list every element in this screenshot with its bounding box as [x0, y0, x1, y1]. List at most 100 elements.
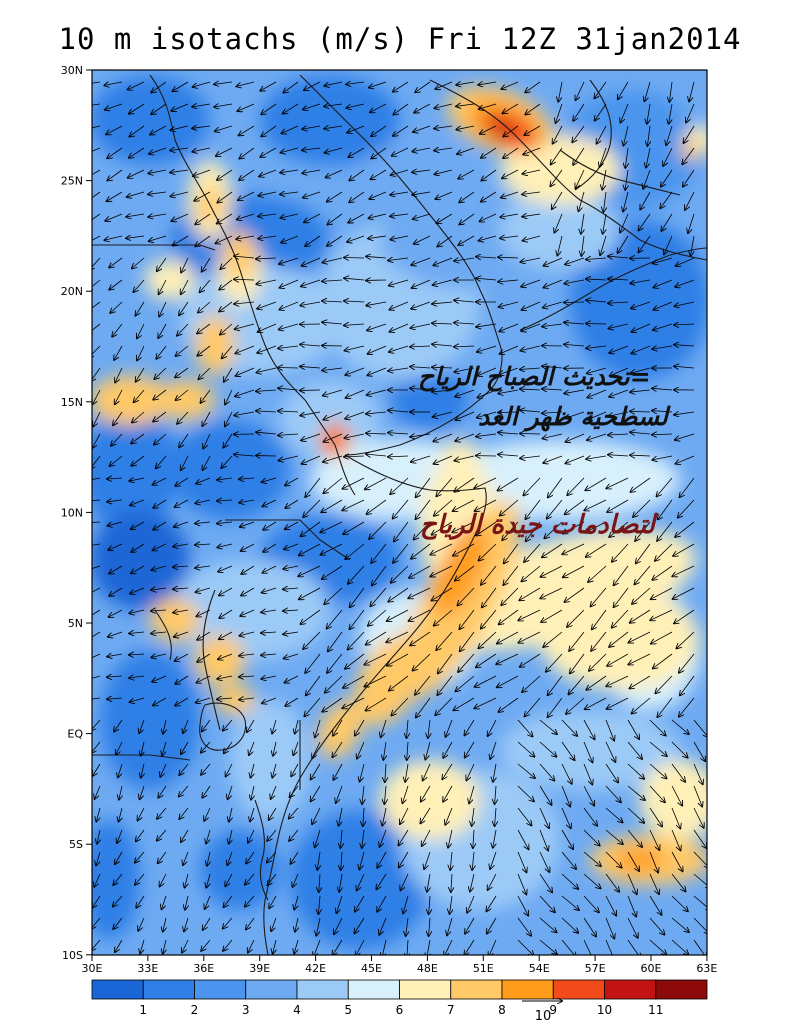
wind-arrow [452, 521, 475, 532]
wind-arrow [347, 235, 365, 242]
wind-arrow [435, 103, 453, 108]
wind-arrow [498, 389, 519, 394]
wind-arrow [410, 346, 431, 347]
wind-arrow [400, 873, 409, 890]
wind-arrow [673, 587, 695, 599]
wind-arrow [436, 477, 453, 496]
wind-arrow [683, 169, 695, 187]
wind-arrow [179, 807, 189, 819]
wind-arrow [261, 125, 277, 136]
wind-arrow [671, 807, 680, 828]
wind-arrow [219, 301, 233, 312]
wind-arrow [344, 324, 365, 325]
wind-arrow [628, 653, 651, 664]
wind-arrow [263, 543, 277, 552]
wind-arrow [466, 763, 475, 780]
colorbar-label: 10 [597, 1003, 612, 1017]
wind-arrow [262, 587, 277, 593]
wind-arrow [435, 81, 453, 89]
wind-arrow [693, 763, 703, 784]
wind-arrow [525, 499, 541, 519]
wind-arrow [473, 829, 474, 848]
wind-arrow [517, 917, 531, 936]
wind-arrow [257, 367, 277, 373]
wind-arrow [151, 103, 167, 114]
wind-arrow [495, 785, 496, 804]
wind-arrow [677, 631, 695, 648]
wind-arrow [220, 323, 233, 335]
wind-arrow [92, 653, 101, 660]
wind-arrow [393, 103, 409, 115]
wind-arrow [434, 455, 453, 464]
wind-arrow [369, 521, 387, 539]
wind-arrow [672, 565, 695, 576]
wind-arrow [221, 455, 233, 468]
wind-arrow [674, 301, 695, 306]
wind-arrow [369, 213, 387, 218]
wind-arrow [141, 741, 144, 756]
wind-arrow [689, 81, 695, 101]
wind-arrow [175, 653, 189, 661]
lon-tick-label: 48E [417, 962, 438, 975]
colorbar-label: 1 [139, 1003, 147, 1017]
wind-arrow [281, 147, 299, 153]
wind-arrow [544, 279, 563, 288]
reference-vector-label: 10 [535, 1009, 552, 1024]
wind-arrow [539, 785, 552, 805]
wind-arrow [661, 169, 673, 187]
wind-arrow [539, 719, 557, 734]
wind-arrow [260, 147, 277, 157]
wind-arrow [370, 103, 387, 112]
wind-arrow [444, 939, 453, 955]
wind-arrow [107, 191, 123, 201]
wind-arrow [355, 719, 365, 736]
wind-arrow [520, 433, 541, 434]
wind-arrow [177, 323, 189, 336]
wind-arrow [311, 763, 321, 779]
wind-arrow [458, 235, 475, 245]
wind-arrow [649, 807, 662, 826]
wind-arrow [183, 851, 189, 865]
wind-arrow [111, 433, 123, 446]
wind-arrow [585, 697, 607, 709]
lon-tick-label: 39E [249, 962, 270, 975]
wind-arrow [561, 785, 570, 806]
wind-arrow [219, 631, 233, 639]
wind-arrow [458, 169, 475, 179]
wind-arrow [412, 192, 431, 195]
wind-arrow [411, 301, 431, 309]
wind-arrow [250, 807, 255, 821]
wind-arrow [224, 895, 233, 907]
wind-arrow [183, 719, 189, 733]
wind-arrow [583, 763, 592, 784]
wind-arrow [472, 851, 474, 870]
wind-arrow [385, 763, 386, 782]
wind-arrow [299, 587, 321, 599]
wind-arrow [501, 191, 519, 198]
wind-arrow [185, 895, 188, 910]
wind-arrow [414, 103, 431, 113]
wind-arrow [158, 785, 167, 798]
wind-arrow [348, 565, 365, 584]
wind-arrow [570, 653, 585, 673]
wind-arrow [347, 125, 365, 133]
wind-arrow [175, 675, 189, 684]
lon-tick-label: 60E [641, 962, 662, 975]
wind-arrow [500, 214, 519, 217]
wind-arrow [557, 235, 563, 255]
wind-arrow [487, 917, 497, 934]
wind-arrow [284, 653, 299, 659]
wind-arrow [686, 103, 695, 122]
wind-arrow [655, 675, 673, 693]
wind-arrow [652, 434, 673, 435]
wind-arrow [223, 719, 233, 731]
wind-arrow [422, 829, 431, 846]
wind-arrow [454, 323, 475, 324]
wind-arrow [357, 873, 365, 890]
wind-arrow [389, 279, 409, 286]
wind-arrow [399, 851, 409, 867]
wind-arrow [217, 478, 233, 480]
wind-arrow [322, 697, 343, 712]
wind-arrow [437, 675, 453, 695]
wind-arrow [171, 213, 189, 221]
